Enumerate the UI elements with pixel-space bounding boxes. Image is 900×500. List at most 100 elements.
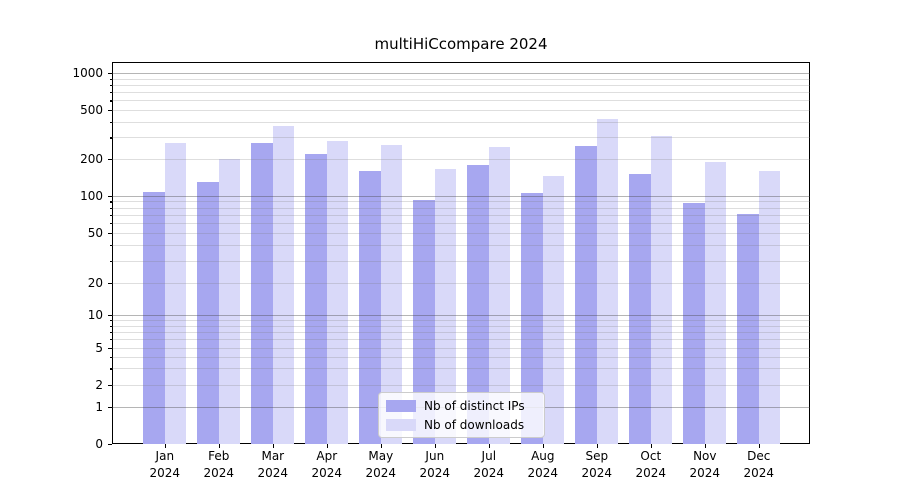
legend-label-downloads: Nb of downloads [424,417,525,432]
y-tick-label-200: 200 [80,152,103,166]
y-tick-label-5: 5 [95,340,103,355]
x-tick-label-jul: Jul 2024 [473,449,505,480]
bar-downloads-may [380,144,403,444]
y-minor-tick-70 [109,214,112,217]
gridline-800 [112,85,810,87]
y-minor-tick-30 [109,260,112,262]
x-tick-mark-oct [650,444,652,448]
gridline-7 [112,331,810,333]
y-tick-label-2: 2 [95,378,103,392]
bar-downloads-aug [542,176,565,444]
y-tick-mark-50 [107,233,112,235]
gridline-6 [112,339,810,341]
x-tick-label-feb: Feb 2024 [203,449,235,480]
gridline-5 [112,347,810,349]
x-tick-label-dec: Dec 2024 [743,449,775,480]
bar-ips-feb [197,181,219,444]
y-minor-tick-80 [109,207,112,209]
y-tick-label-10: 10 [87,308,103,323]
bar-ips-aug [521,193,543,444]
legend-entry-downloads: Nb of downloads [386,417,536,432]
x-tick-mark-mar [272,444,274,448]
bar-downloads-mar [272,126,295,444]
x-tick-label-mar: Mar 2024 [257,449,289,480]
y-minor-tick-800 [109,85,112,87]
x-tick-label-oct: Oct 2024 [635,449,667,480]
y-minor-tick-300 [109,137,112,139]
gridline-70 [112,214,810,216]
gridline-4 [112,356,810,358]
gridline-10 [112,315,810,317]
legend-entry-distinct-ips: Nb of distinct IPs [386,398,536,413]
y-tick-label-1: 1 [95,399,103,414]
x-tick-label-aug: Aug 2024 [527,449,559,480]
y-tick-mark-200 [107,159,112,161]
gridline-80 [112,207,810,209]
gridline-3 [112,368,810,370]
bar-downloads-jul [488,147,511,444]
y-tick-label-500: 500 [80,103,103,117]
bar-ips-jun [413,199,435,444]
gridline-20 [112,282,810,284]
x-tick-label-jun: Jun 2024 [419,449,451,480]
gridline-100 [112,195,810,197]
gridline-200 [112,159,810,160]
bar-ips-oct [629,173,651,444]
x-tick-mark-jan [164,444,166,448]
x-tick-mark-aug [542,444,544,448]
bar-ips-jul [467,164,489,444]
y-tick-mark-0 [107,444,112,446]
y-tick-mark-100 [107,195,112,197]
gridline-700 [112,92,810,94]
x-tick-label-apr: Apr 2024 [311,449,343,480]
x-tick-label-sep: Sep 2024 [581,449,613,480]
bar-downloads-oct [650,135,673,444]
gridline-2 [112,385,810,386]
y-tick-label-1000: 1000 [72,66,103,81]
gridline-40 [112,245,810,247]
y-tick-label-100: 100 [80,188,103,203]
x-tick-mark-may [380,444,382,448]
bar-downloads-nov [704,161,727,444]
y-minor-tick-400 [109,121,112,124]
y-tick-mark-1000 [107,73,112,75]
y-minor-tick-700 [109,92,112,94]
y-tick-label-0: 0 [95,437,103,451]
legend-swatch-distinct-ips [386,399,416,412]
x-tick-mark-apr [326,444,328,448]
y-tick-mark-1 [107,406,112,408]
y-tick-label-50: 50 [87,226,103,240]
y-minor-tick-90 [109,201,112,203]
y-tick-mark-5 [107,347,112,349]
bar-ips-apr [305,154,327,444]
x-tick-mark-sep [596,444,598,448]
bar-ips-dec [737,214,759,444]
gridline-30 [112,260,810,262]
bar-ips-mar [251,142,273,444]
bar-ips-nov [683,202,705,444]
x-tick-mark-dec [758,444,760,448]
gridline-400 [112,121,810,123]
y-minor-tick-8 [109,325,112,327]
bar-downloads-apr [326,141,349,444]
y-minor-tick-3 [109,368,112,370]
gridline-300 [112,137,810,139]
bar-ips-sep [575,146,597,444]
y-minor-tick-600 [109,100,112,102]
bar-downloads-jan [164,142,187,444]
x-tick-mark-jul [488,444,490,448]
bar-downloads-jun [434,169,457,444]
x-tick-mark-feb [218,444,220,448]
y-minor-tick-7 [109,331,112,334]
gridline-50 [112,233,810,234]
bar-downloads-dec [758,170,781,444]
gridline-1000 [112,73,810,75]
legend-label-distinct-ips: Nb of distinct IPs [424,398,525,413]
y-minor-tick-40 [109,245,112,247]
y-minor-tick-9 [109,320,112,322]
gridline-9 [112,320,810,322]
y-minor-tick-60 [109,223,112,225]
legend: Nb of distinct IPs Nb of downloads [378,392,545,438]
y-tick-mark-2 [107,385,112,387]
